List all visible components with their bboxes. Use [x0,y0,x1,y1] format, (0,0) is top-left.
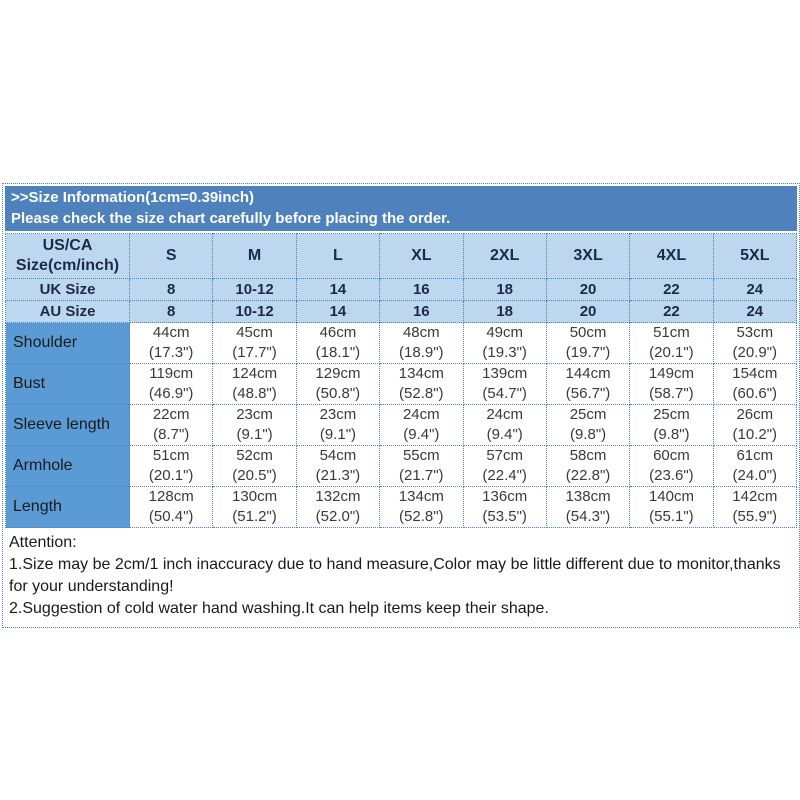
length-label: Length [5,486,130,528]
attention-line-2: 2.Suggestion of cold water hand washing.… [9,600,549,617]
measurement-row-armhole: Armhole 51cm (20.1") 52cm (20.5") 54cm (21.… [5,445,798,487]
shoulder-value-2xl: 49cm (19.3") [462,322,547,364]
sleeve-length-label: Sleeve length [5,404,130,446]
armhole-label: Armhole [5,445,130,487]
measurement-row-length: Length 128cm (50.4") 130cm (51.2") 132cm (5… [5,486,798,528]
bust-value-3xl: 144cm (56.7") [545,363,631,405]
shoulder-value-3xl: 50cm (19.7") [545,322,631,364]
uk-size-row: UK Size 8 10-12 14 16 18 20 22 24 [5,278,798,301]
au-size-value-4xl: 22 [629,300,714,323]
size-header-2xl: 2XL [462,233,547,279]
size-header-4xl: 4XL [629,233,714,279]
uk-size-value-4xl: 22 [629,278,714,301]
attention-heading: Attention: [9,534,77,551]
length-value-s: 128cm (50.4") [128,486,214,528]
uk-size-value-s: 8 [128,278,214,301]
uk-size-value-xl: 16 [379,278,464,301]
bust-value-l: 129cm (50.8") [295,363,381,405]
uk-size-value-m: 10-12 [212,278,297,301]
size-header-l: L [295,233,381,279]
bust-value-s: 119cm (46.9") [128,363,214,405]
shoulder-value-4xl: 51cm (20.1") [629,322,714,364]
length-value-5xl: 142cm (55.9") [712,486,798,528]
au-size-value-l: 14 [295,300,381,323]
attention-note: Attention: 1.Size may be 2cm/1 inch inac… [5,528,797,625]
size-chart-panel: >>Size Information(1cm=0.39inch) Please … [2,183,800,628]
shoulder-value-5xl: 53cm (20.9") [712,322,798,364]
uk-size-value-5xl: 24 [712,278,798,301]
uk-size-value-3xl: 20 [545,278,631,301]
measurement-row-shoulder: Shoulder 44cm (17.3") 45cm (17.7") 46cm (18… [5,322,798,364]
au-size-value-3xl: 20 [545,300,631,323]
length-value-xl: 134cm (52.8") [379,486,464,528]
au-size-value-2xl: 18 [462,300,547,323]
armhole-value-4xl: 60cm (23.6") [629,445,714,487]
length-value-2xl: 136cm (53.5") [462,486,547,528]
bust-value-m: 124cm (48.8") [212,363,297,405]
length-value-4xl: 140cm (55.1") [629,486,714,528]
sleeve-length-value-3xl: 25cm (9.8") [545,404,631,446]
au-size-value-5xl: 24 [712,300,798,323]
sleeve-length-value-4xl: 25cm (9.8") [629,404,714,446]
measurement-row-bust: Bust 119cm (46.9") 124cm (48.8") 129cm (50.… [5,363,798,405]
au-size-value-xl: 16 [379,300,464,323]
armhole-value-m: 52cm (20.5") [212,445,297,487]
sleeve-length-value-l: 23cm (9.1") [295,404,381,446]
bust-label: Bust [5,363,130,405]
size-header-5xl: 5XL [712,233,798,279]
size-info-title: >>Size Information(1cm=0.39inch) [11,189,254,206]
length-value-m: 130cm (51.2") [212,486,297,528]
corner-header-cell: US/CA Size(cm/inch) [5,233,130,279]
au-size-row: AU Size 8 10-12 14 16 18 20 22 24 [5,300,798,323]
armhole-value-s: 51cm (20.1") [128,445,214,487]
size-info-header: >>Size Information(1cm=0.39inch) Please … [5,186,797,231]
bust-value-4xl: 149cm (58.7") [629,363,714,405]
shoulder-value-m: 45cm (17.7") [212,322,297,364]
armhole-value-3xl: 58cm (22.8") [545,445,631,487]
length-value-l: 132cm (52.0") [295,486,381,528]
au-size-value-s: 8 [128,300,214,323]
sleeve-length-value-2xl: 24cm (9.4") [462,404,547,446]
au-size-value-m: 10-12 [212,300,297,323]
size-header-m: M [212,233,297,279]
size-header-3xl: 3XL [545,233,631,279]
size-header-row: US/CA Size(cm/inch) S M L XL 2XL 3XL 4XL 5XL [5,233,798,279]
uk-size-label: UK Size [5,278,130,301]
shoulder-value-s: 44cm (17.3") [128,322,214,364]
armhole-value-5xl: 61cm (24.0") [712,445,798,487]
uk-size-value-2xl: 18 [462,278,547,301]
size-header-xl: XL [379,233,464,279]
length-value-3xl: 138cm (54.3") [545,486,631,528]
size-info-subtitle: Please check the size chart carefully be… [11,210,451,227]
shoulder-label: Shoulder [5,322,130,364]
sleeve-length-value-xl: 24cm (9.4") [379,404,464,446]
armhole-value-2xl: 57cm (22.4") [462,445,547,487]
size-header-s: S [128,233,214,279]
sleeve-length-value-m: 23cm (9.1") [212,404,297,446]
attention-line-1: 1.Size may be 2cm/1 inch inaccuracy due … [9,556,781,595]
measurement-row-sleeve-length: Sleeve length 22cm (8.7") 23cm (9.1") 23cm … [5,404,798,446]
shoulder-value-xl: 48cm (18.9") [379,322,464,364]
bust-value-2xl: 139cm (54.7") [462,363,547,405]
armhole-value-xl: 55cm (21.7") [379,445,464,487]
bust-value-5xl: 154cm (60.6") [712,363,798,405]
shoulder-value-l: 46cm (18.1") [295,322,381,364]
sleeve-length-value-s: 22cm (8.7") [128,404,214,446]
size-chart-table: US/CA Size(cm/inch) S M L XL 2XL 3XL 4XL 5XL UK S… [5,233,798,528]
uk-size-value-l: 14 [295,278,381,301]
sleeve-length-value-5xl: 26cm (10.2") [712,404,798,446]
armhole-value-l: 54cm (21.3") [295,445,381,487]
au-size-label: AU Size [5,300,130,323]
bust-value-xl: 134cm (52.8") [379,363,464,405]
